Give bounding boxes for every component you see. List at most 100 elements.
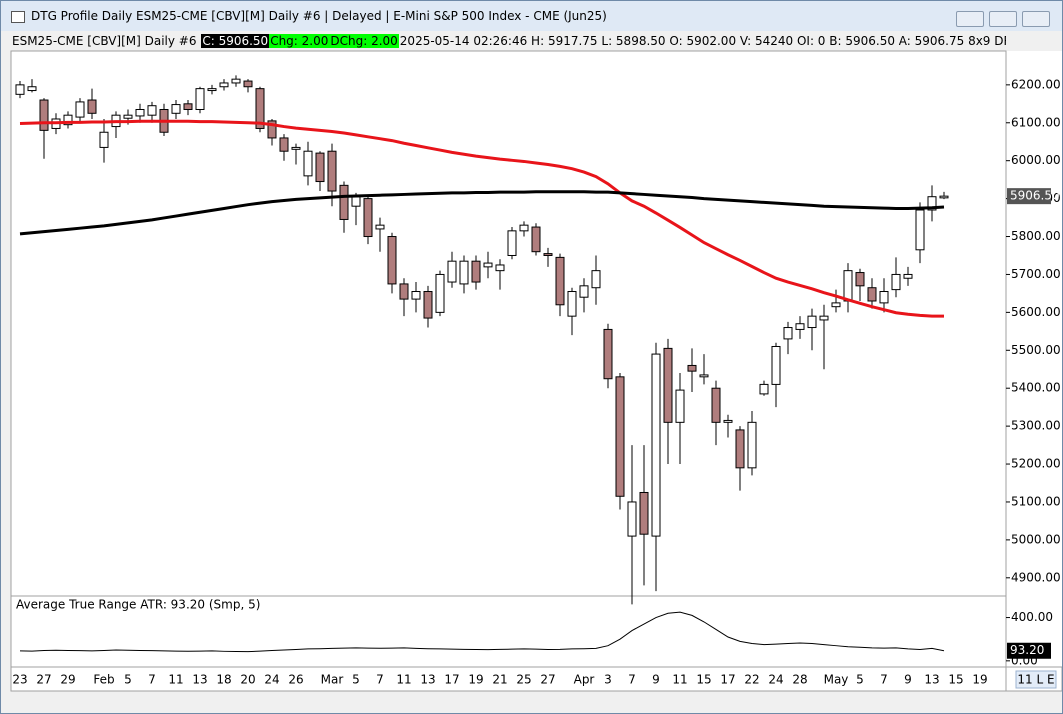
y-tick-label: 5500.00 — [1011, 343, 1061, 357]
candle-body — [99, 131, 109, 148]
candle-body — [171, 104, 181, 114]
x-tick-label: Apr — [574, 673, 595, 687]
x-tick-label: 18 — [216, 673, 231, 687]
candle-body — [231, 78, 241, 84]
y-tick-label: 5700.00 — [1011, 267, 1061, 281]
candle-body — [795, 323, 805, 330]
candle-body — [399, 283, 409, 300]
candle-body — [39, 99, 49, 131]
status-box — [1015, 670, 1057, 689]
y-tick-label: 400.00 — [1011, 610, 1053, 624]
candle-body — [27, 86, 37, 92]
maximize-button[interactable] — [989, 11, 1017, 27]
x-tick-label: May — [824, 673, 849, 687]
x-tick-label: 9 — [904, 673, 912, 687]
candle-body — [207, 88, 217, 92]
x-tick-label: Feb — [93, 673, 114, 687]
info-bar: ESM25-CME [CBV][M] Daily #6 C: 5906.50 Ch… — [11, 33, 1006, 49]
candle-body — [543, 253, 553, 256]
candle-body — [591, 270, 601, 289]
x-tick-label: 13 — [924, 673, 939, 687]
candle-body — [327, 150, 337, 192]
x-tick-label: 7 — [880, 673, 888, 687]
candle-body — [627, 501, 637, 537]
close-button[interactable] — [1022, 11, 1050, 27]
x-tick-label: 24 — [264, 673, 279, 687]
y-tick-label: 5000.00 — [1011, 532, 1061, 546]
candle-body — [507, 230, 517, 256]
candle-body — [387, 236, 397, 285]
candle-body — [279, 137, 289, 152]
candle-body — [519, 224, 529, 232]
value-badge-label: 93.20 — [1010, 643, 1044, 657]
x-tick-label: 3 — [604, 673, 612, 687]
candle-body — [555, 256, 565, 306]
candle-body — [915, 209, 925, 251]
candle-body — [351, 196, 361, 207]
candle-body — [123, 114, 133, 119]
x-tick-label: 11 — [168, 673, 183, 687]
x-tick-label: 11 — [396, 673, 411, 687]
x-tick-label: 17 — [720, 673, 735, 687]
x-tick-label: 15 — [696, 673, 711, 687]
candle-body — [15, 84, 25, 95]
x-tick-label: 19 — [468, 673, 483, 687]
candle-body — [435, 273, 445, 313]
candle-body — [819, 315, 829, 321]
candle-body — [495, 264, 505, 272]
y-tick-label: 5400.00 — [1011, 381, 1061, 395]
candle-body — [423, 291, 433, 319]
candle-body — [747, 421, 757, 469]
close-field: C: 5906.50 — [201, 34, 270, 48]
candle-body — [879, 291, 889, 304]
candle-body — [603, 328, 613, 380]
candle-body — [927, 196, 937, 211]
value-badge — [1007, 642, 1051, 659]
candle-body — [447, 260, 457, 283]
x-tick-label: 5 — [124, 673, 132, 687]
details: 2025-05-14 02:26:46 H: 5917.75 L: 5898.5… — [399, 34, 1006, 48]
x-tick-label: 27 — [540, 673, 555, 687]
candle-body — [135, 108, 145, 117]
moving-average — [19, 119, 944, 318]
candle-body — [87, 99, 97, 114]
x-tick-label: 15 — [948, 673, 963, 687]
change-field: Chg: 2.00 — [269, 34, 330, 48]
value-badge — [1007, 188, 1051, 205]
x-tick-label: 5 — [856, 673, 864, 687]
candle-body — [219, 82, 229, 88]
candle-body — [903, 273, 913, 279]
candle-body — [375, 224, 385, 230]
candle-body — [687, 364, 697, 372]
candle-body — [411, 291, 421, 300]
candle-body — [723, 419, 733, 423]
x-tick-label: 19 — [972, 673, 987, 687]
candle-body — [147, 105, 157, 116]
value-badge-label: 5906.50 — [1010, 189, 1060, 203]
x-tick-label: 7 — [148, 673, 156, 687]
candle-body — [303, 150, 313, 177]
candle-body — [579, 285, 589, 298]
candle-body — [699, 374, 709, 378]
x-tick-label: 23 — [12, 673, 27, 687]
price-axis — [1006, 51, 1062, 667]
moving-average — [19, 190, 945, 236]
y-tick-label: 5300.00 — [1011, 419, 1061, 433]
x-tick-label: 13 — [192, 673, 207, 687]
candle-body — [711, 387, 721, 423]
candle-body — [567, 291, 577, 317]
title-bar: DTG Profile Daily ESM25-CME [CBV][M] Dai… — [1, 1, 1062, 31]
candle-body — [531, 226, 541, 253]
x-tick-label: 7 — [376, 673, 384, 687]
candle-body — [195, 88, 205, 110]
x-tick-label: 26 — [288, 673, 303, 687]
candle-body — [243, 80, 253, 88]
candle-body — [459, 260, 469, 285]
candle-body — [267, 120, 277, 139]
x-tick-label: 20 — [240, 673, 255, 687]
x-tick-label: 24 — [768, 673, 783, 687]
candle-body — [939, 195, 949, 199]
minimize-button[interactable] — [956, 11, 984, 27]
candle-body — [663, 347, 673, 423]
